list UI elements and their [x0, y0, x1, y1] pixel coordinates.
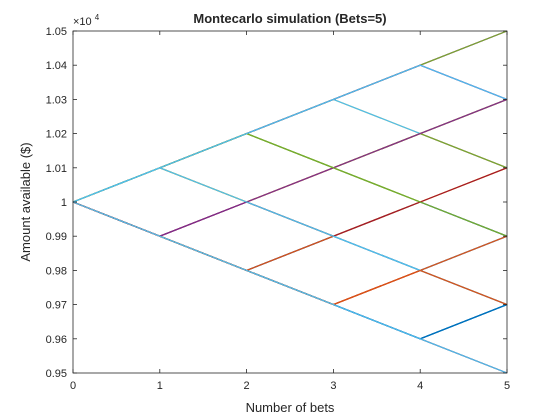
chart-title: Montecarlo simulation (Bets=5): [193, 11, 386, 26]
y-tick-label: 1.03: [46, 94, 67, 106]
x-tick-label: 2: [244, 380, 250, 392]
y-tick-label: 0.95: [46, 368, 67, 380]
x-tick-label: 4: [417, 380, 423, 392]
y-tick-label: 1: [61, 197, 67, 209]
x-tick-label: 0: [70, 380, 76, 392]
plot-area-background: [73, 31, 507, 373]
y-axis-exponent: ×10 4: [73, 13, 100, 28]
x-tick-label: 1: [157, 380, 163, 392]
series-layer: [72, 30, 508, 374]
x-tick-label: 3: [330, 380, 336, 392]
y-tick-label: 0.99: [46, 231, 67, 243]
y-axis-exponent-base: ×10: [73, 16, 92, 28]
y-tick-label: 1.04: [46, 60, 67, 72]
y-tick-label: 1.01: [46, 163, 67, 175]
tick-labels-layer: 0 1 2 3 4 5 0.95 0.96 0.97 0.98 0.99 1 1.01 1.02 1.03 1…: [46, 26, 510, 392]
y-tick-label: 0.98: [46, 265, 67, 277]
x-tick-label: 5: [504, 380, 510, 392]
y-axis-label: Amount available ($): [18, 142, 33, 261]
y-tick-label: 1.05: [46, 26, 67, 38]
x-axis-label: Number of bets: [246, 400, 335, 415]
series-line-51: [72, 64, 508, 203]
y-tick-label: 0.97: [46, 300, 67, 312]
y-axis-exponent-power: 4: [95, 13, 100, 22]
series-line-50: [72, 201, 508, 374]
axes-layer: [72, 30, 508, 374]
y-tick-label: 0.96: [46, 334, 67, 346]
y-tick-label: 1.02: [46, 129, 67, 141]
